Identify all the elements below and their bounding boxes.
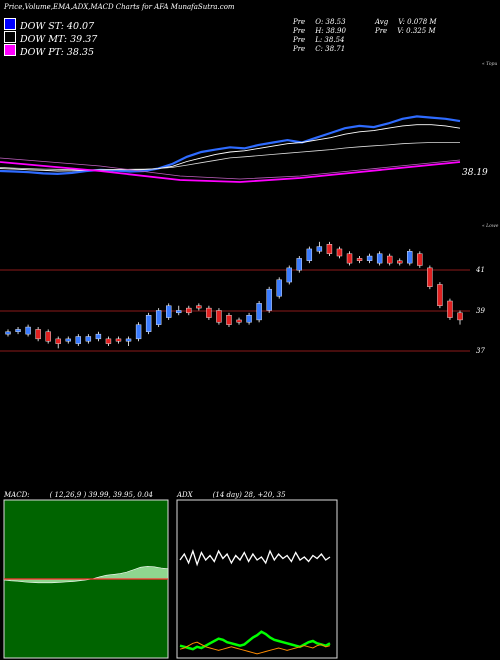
candle-body (417, 253, 423, 266)
ohlc-close: Pre C: 38.71 (293, 45, 346, 53)
ema-series-line (0, 115, 461, 176)
legend-label: DOW MT: 39.37 (20, 34, 98, 45)
candle-body (105, 338, 112, 344)
ema-series-line (0, 157, 461, 180)
candle-body (366, 255, 373, 261)
candle-body (115, 338, 122, 342)
candle-body (186, 307, 192, 314)
candle-body (447, 300, 453, 318)
candle-body (145, 315, 152, 332)
candle-body (55, 338, 61, 344)
candle-body (346, 253, 353, 264)
candle-body (65, 338, 71, 342)
y-tick-label-39: 39 (476, 307, 485, 315)
legend-item-dow-st: DOW ST: 40.07 (4, 18, 94, 32)
candle-body (246, 315, 252, 323)
candle-body (206, 307, 212, 318)
candle-body (226, 315, 232, 325)
legend-label: DOW PT: 38.35 (20, 47, 94, 58)
candle-body (306, 248, 313, 261)
candle-body (256, 303, 262, 321)
candle-body (236, 319, 242, 323)
page-title: Price,Volume,EMA,ADX,MACD Charts for AFA… (4, 3, 235, 11)
candle-body (336, 248, 343, 257)
candle-body (376, 253, 383, 264)
legend-item-dow-pt: DOW PT: 38.35 (4, 44, 94, 58)
price-edge-label: « Lowe (482, 224, 499, 229)
legend-swatch (4, 31, 16, 43)
candle-body (407, 251, 413, 264)
adx-title: ADX (14 day) 28, +20, 35 (177, 491, 286, 499)
candle-body (95, 333, 102, 340)
candle-body (266, 288, 272, 311)
candle-body (386, 255, 393, 264)
candle-body (397, 260, 403, 264)
candle-body (326, 243, 333, 254)
ema-edge-label: « Topu (482, 62, 498, 67)
adx-series-line (179, 641, 331, 655)
legend-item-dow-mt: DOW MT: 39.37 (4, 31, 97, 45)
ohlc-high: Pre H: 38.90 (293, 27, 346, 35)
candle-body (196, 305, 202, 309)
y-tick-label-37: 37 (476, 347, 485, 355)
avg-volume: Avg V: 0.078 M (375, 18, 437, 26)
ohlc-open: Pre O: 38.53 (293, 18, 346, 26)
candle-body (85, 336, 92, 342)
candle-body (5, 331, 11, 335)
ohlc-low: Pre L: 38.54 (293, 36, 345, 44)
y-tick-label-41: 41 (476, 266, 485, 274)
candle-body (135, 324, 142, 340)
legend-swatch (4, 18, 16, 30)
candle-body (155, 310, 162, 325)
legend-swatch (4, 44, 16, 56)
candle-body (286, 267, 292, 283)
adx-panel (176, 499, 338, 659)
candle-body (25, 326, 31, 335)
adx-background (176, 499, 338, 659)
candle-body (125, 338, 132, 342)
candle-body (166, 305, 172, 318)
candle-body (276, 279, 282, 297)
dow-pt-line (0, 161, 461, 183)
adx-series-line (179, 548, 331, 567)
candle-body (15, 329, 21, 332)
candle-body (457, 312, 463, 321)
macd-title: MACD:( 12,26,9 ) 39.99, 39.95, 0.04 (4, 491, 153, 499)
candle-body (45, 331, 51, 342)
ema-panel (0, 115, 461, 183)
candle-body (176, 310, 182, 314)
candle-body (35, 329, 41, 340)
candle-body (437, 284, 443, 306)
ema-series-line (0, 124, 461, 172)
last-price-label: 38.19 (462, 168, 488, 178)
candle-body (316, 246, 323, 252)
candle-body (356, 258, 363, 261)
candle-body (296, 258, 302, 271)
candle-body (216, 310, 222, 323)
candle-body (427, 267, 433, 288)
legend-label: DOW ST: 40.07 (20, 21, 95, 32)
prev-volume: Pre V: 0.325 M (375, 27, 436, 35)
macd-panel (3, 499, 169, 659)
candle-body (75, 336, 82, 344)
price-panel (0, 241, 470, 352)
